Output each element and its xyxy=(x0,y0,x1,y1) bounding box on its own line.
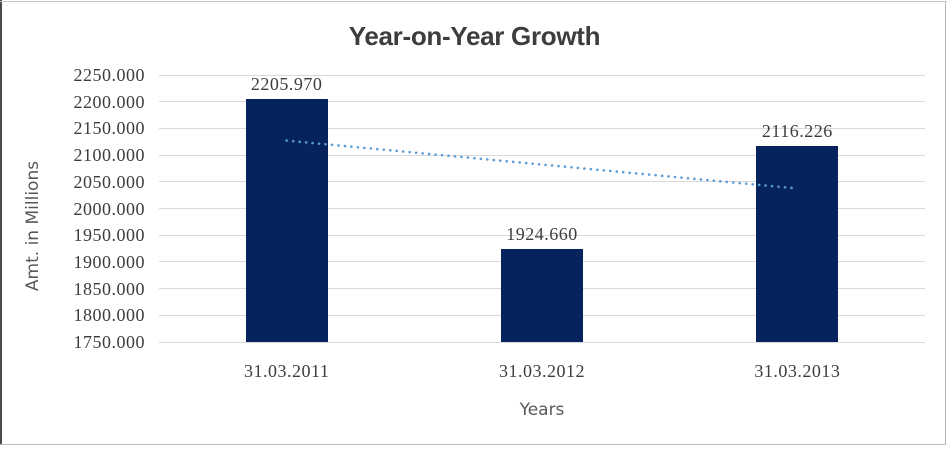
y-tick-label: 2100.000 xyxy=(73,145,145,166)
gridline xyxy=(159,74,925,76)
x-category-label: 31.03.2011 xyxy=(243,361,330,381)
bar-31.03.2012 xyxy=(501,248,583,342)
y-tick-label: 1750.000 xyxy=(73,332,145,352)
bar-value-label: 2116.226 xyxy=(761,121,833,142)
gridline xyxy=(159,234,925,236)
x-category-label: 31.03.2012 xyxy=(499,361,585,381)
y-tick-label: 1800.000 xyxy=(73,305,145,326)
figure-border-left xyxy=(0,0,2,445)
bar-value-label: 2205.970 xyxy=(250,73,323,94)
y-tick-label: 1950.000 xyxy=(73,225,145,246)
x-category-label: 31.03.2013 xyxy=(754,361,841,381)
y-tick-label: 2250.000 xyxy=(73,65,145,85)
y-tick-label: 2050.000 xyxy=(73,171,145,192)
x-axis-title: Years xyxy=(519,400,565,420)
gridline xyxy=(159,208,925,209)
bar-value-label: 1924.660 xyxy=(506,223,578,244)
y-tick-label: 2000.000 xyxy=(73,198,145,219)
trendline xyxy=(285,139,799,190)
y-tick-label: 2200.000 xyxy=(73,91,145,112)
plot-area xyxy=(159,74,925,343)
gridline xyxy=(159,181,925,183)
gridline xyxy=(159,154,925,156)
bar-31.03.2013 xyxy=(756,146,839,342)
gridline xyxy=(159,101,925,103)
y-tick-label: 1850.000 xyxy=(73,278,145,299)
figure-border-bottom xyxy=(0,444,946,445)
y-tick-label: 1900.000 xyxy=(73,251,145,272)
bar-31.03.2011 xyxy=(245,98,328,342)
figure-border-top xyxy=(0,1,947,2)
gridline xyxy=(159,127,925,129)
figure-border-right xyxy=(945,1,946,445)
chart-title: Year-on-Year Growth xyxy=(348,21,601,51)
gridline xyxy=(159,341,925,343)
y-tick-label: 2150.000 xyxy=(73,118,145,139)
